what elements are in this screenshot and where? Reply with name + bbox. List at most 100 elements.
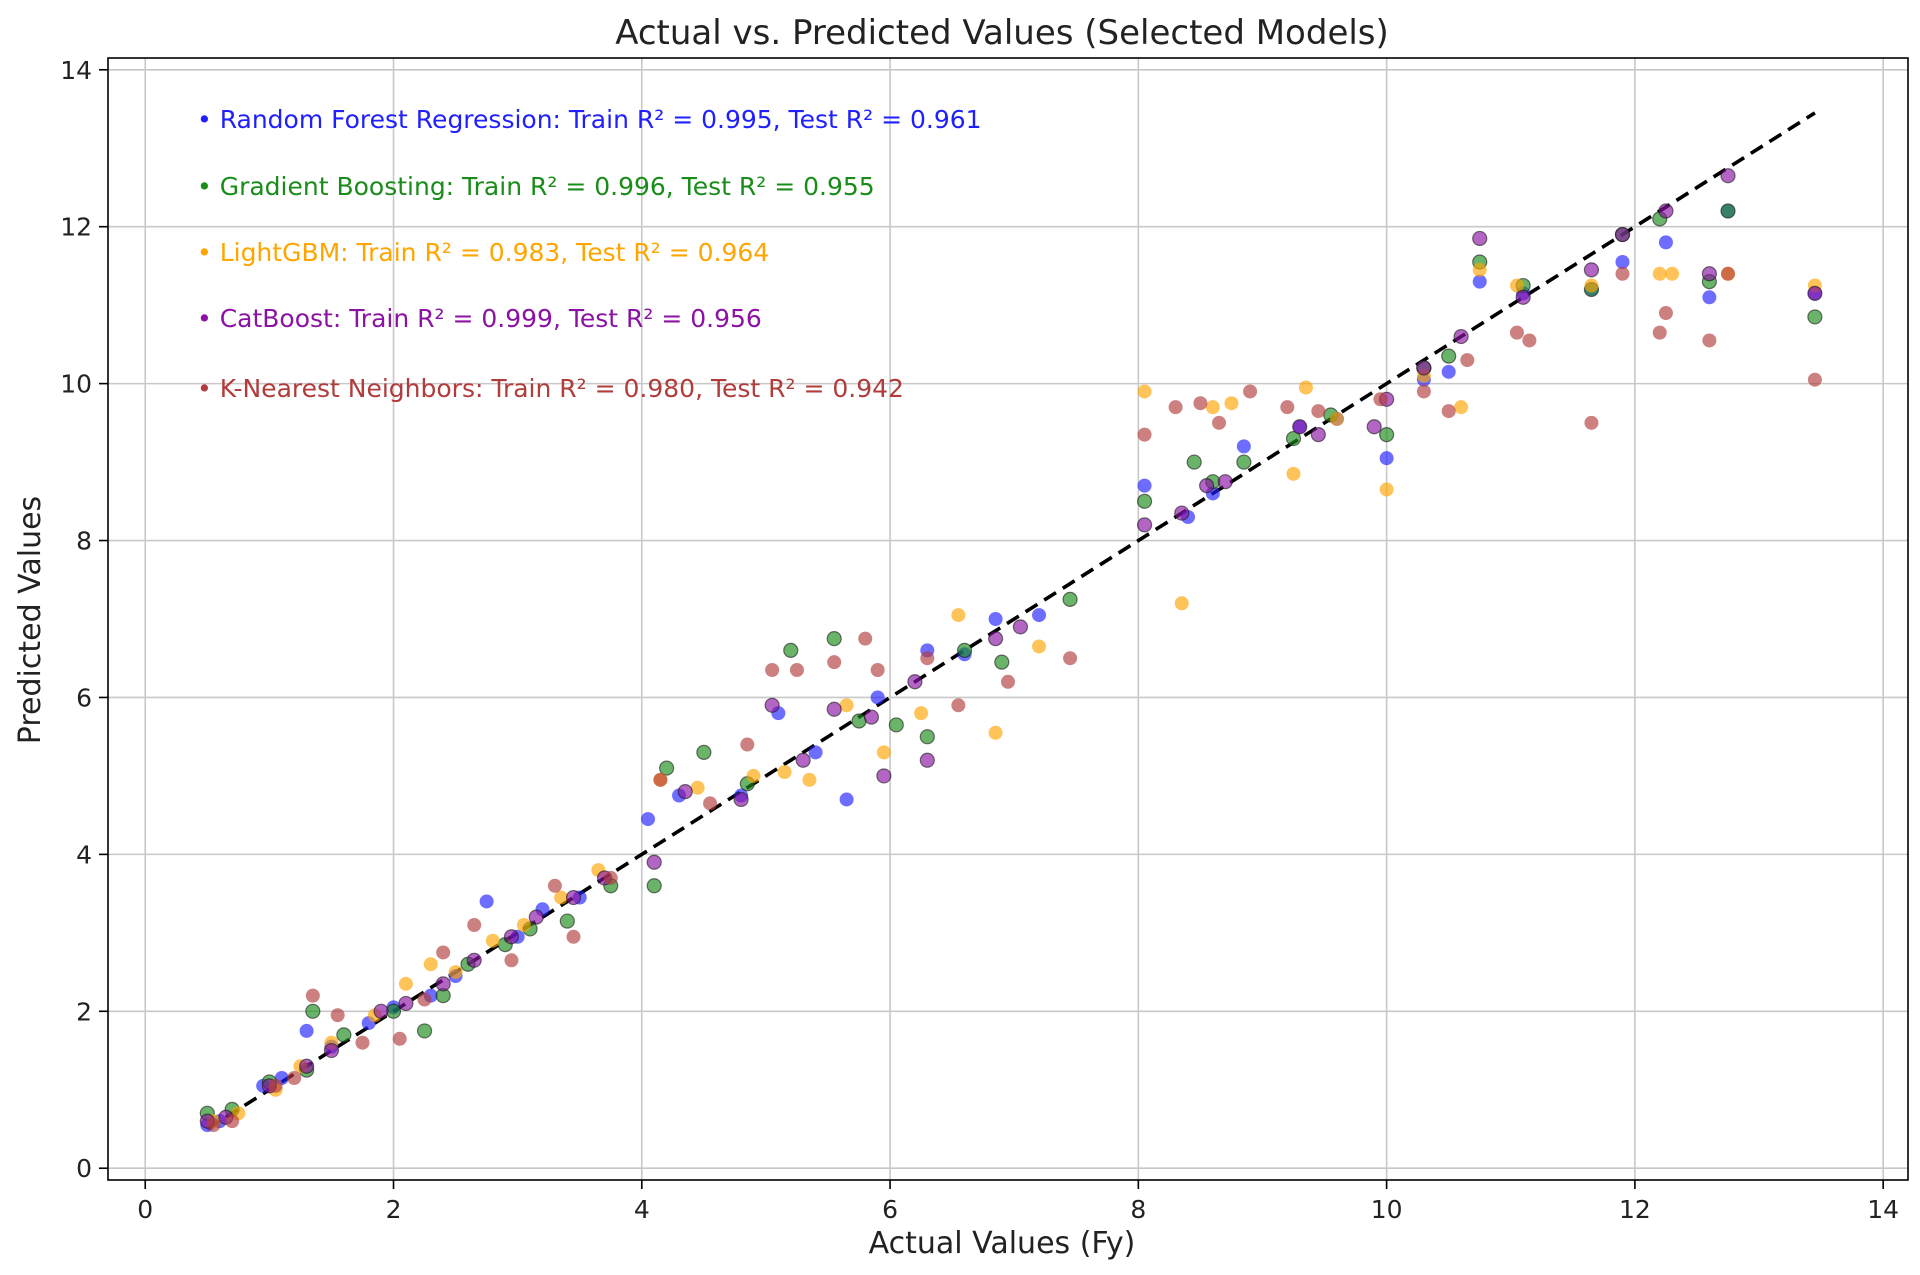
data-point [528,909,544,925]
data-point [987,631,1004,647]
data-point [305,1003,321,1019]
data-point [1280,400,1295,415]
data-point [1658,235,1673,250]
data-point [299,1058,315,1074]
x-axis-label: Actual Values (Fy) [869,1226,1136,1261]
data-point [1032,639,1047,654]
data-point [1212,415,1227,430]
data-point [1205,400,1220,415]
data-point [1453,328,1469,345]
legend: • Random Forest Regression: Train R² = 0… [197,105,982,403]
data-point [641,812,655,827]
data-point [733,791,749,808]
data-point [373,1003,389,1019]
data-point [1168,400,1183,415]
data-point [1665,266,1680,281]
data-point [839,792,854,807]
data-point [870,690,885,705]
data-point [225,1114,240,1129]
data-point [808,745,823,760]
data-point [1416,384,1431,399]
legend-entry: • CatBoost: Train R² = 0.999, Test R² = … [197,304,762,333]
data-point [1658,203,1674,219]
grid-lines [108,58,1908,1180]
data-point [1236,439,1251,454]
data-point [392,1031,407,1046]
y-tick-label: 10 [60,370,92,399]
data-point [1658,306,1673,320]
data-point [1329,411,1344,426]
data-point [1701,266,1717,282]
data-point [826,631,842,647]
data-point [1702,333,1717,348]
data-point [1584,278,1599,293]
data-point [423,957,438,972]
data-point [1509,325,1524,340]
data-point [1136,493,1153,509]
data-point [764,697,780,713]
y-tick-label: 6 [76,683,92,712]
data-point [1286,466,1301,481]
data-point [951,698,966,713]
x-tick-label: 14 [1867,1195,1899,1224]
data-point [566,929,581,944]
data-point [547,878,562,893]
data-point [919,752,935,768]
chart-title: Actual vs. Predicted Values (Selected Mo… [615,13,1389,53]
data-point [448,965,463,980]
data-point [919,729,935,745]
plot-area-frame [107,57,1909,1181]
data-point [1454,400,1469,415]
data-point [1243,384,1258,399]
data-point [1373,392,1388,407]
data-point [559,913,575,929]
data-point [795,752,811,768]
data-point [467,918,482,932]
data-point [466,952,482,968]
data-point [1224,396,1239,411]
data-point [677,784,693,800]
data-point [504,953,519,968]
data-point [485,933,500,948]
data-point [646,854,662,870]
data-point [1366,419,1382,435]
y-tick-label: 4 [76,840,92,869]
data-point [1441,364,1456,379]
data-point [305,988,320,1003]
data-point [1136,517,1153,533]
data-point [1012,619,1029,635]
data-point [435,976,451,992]
axis-ticks: 0 2 4 6 8 10 12 14 0 2 4 6 8 10 12 14 [60,56,1899,1224]
data-point [1584,415,1599,430]
x-tick-label: 8 [1130,1195,1146,1224]
data-point [1472,262,1487,277]
data-point [876,745,891,760]
legend-entry: • K-Nearest Neighbors: Train R² = 0.980,… [197,374,904,403]
data-point [355,1035,370,1050]
data-point [436,945,451,960]
data-point [1460,353,1475,368]
data-point [1292,419,1308,435]
data-point [1515,289,1531,305]
data-point [1615,255,1630,269]
data-point [1472,274,1487,289]
y-tick-label: 12 [60,213,92,242]
data-point [827,655,842,670]
data-point [839,698,854,713]
data-point [907,674,923,690]
data-point [1032,608,1047,623]
data-point [1379,427,1395,443]
data-point [416,1023,433,1039]
data-point [802,772,817,787]
data-point [565,889,582,906]
data-point [1509,278,1524,293]
data-point [746,768,761,783]
data-point [988,725,1003,740]
data-point [516,918,531,932]
data-point [826,701,842,717]
y-tick-label: 2 [76,997,92,1026]
data-point [206,1118,221,1133]
data-point [863,709,880,725]
legend-entry: • Gradient Boosting: Train R² = 0.996, T… [197,172,875,201]
